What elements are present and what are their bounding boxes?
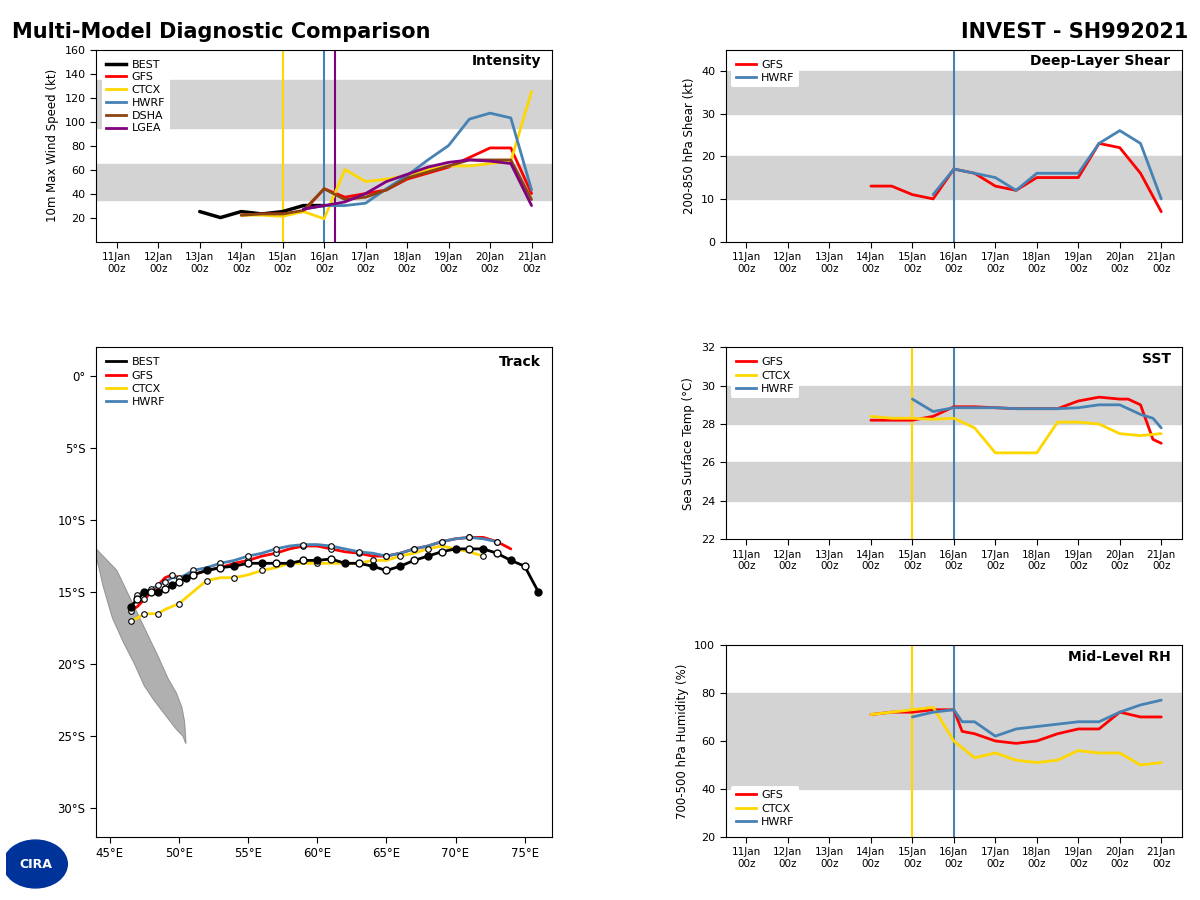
Circle shape [4,840,67,888]
Text: CIRA: CIRA [19,858,52,870]
Bar [726,741,1182,789]
Bar [726,463,1182,501]
Polygon shape [94,547,186,743]
Y-axis label: Sea Surface Temp (°C): Sea Surface Temp (°C) [683,377,696,509]
Text: Mid-Level RH: Mid-Level RH [1068,650,1170,663]
Legend: BEST, GFS, CTCX, HWRF: BEST, GFS, CTCX, HWRF [102,353,169,411]
Y-axis label: 700-500 hPa Humidity (%): 700-500 hPa Humidity (%) [676,663,689,819]
Legend: BEST, GFS, CTCX, HWRF, DSHA, LGEA: BEST, GFS, CTCX, HWRF, DSHA, LGEA [102,55,169,138]
Bar [726,71,1182,113]
Legend: GFS, HWRF: GFS, HWRF [731,55,799,87]
Bar [726,385,1182,424]
Text: Track: Track [499,355,541,369]
Legend: GFS, CTCX, HWRF: GFS, CTCX, HWRF [731,353,799,399]
Legend: GFS, CTCX, HWRF: GFS, CTCX, HWRF [731,786,799,832]
Text: Multi-Model Diagnostic Comparison: Multi-Model Diagnostic Comparison [12,22,431,42]
Y-axis label: 10m Max Wind Speed (kt): 10m Max Wind Speed (kt) [46,69,59,222]
Y-axis label: 200-850 hPa Shear (kt): 200-850 hPa Shear (kt) [683,77,696,214]
Bar [96,79,552,128]
Text: Intensity: Intensity [472,54,541,68]
Text: INVEST - SH992021: INVEST - SH992021 [961,22,1188,42]
Bar [96,164,552,200]
Text: SST: SST [1141,352,1170,366]
Bar [726,693,1182,741]
Text: Deep-Layer Shear: Deep-Layer Shear [1031,54,1170,68]
Bar [726,157,1182,199]
